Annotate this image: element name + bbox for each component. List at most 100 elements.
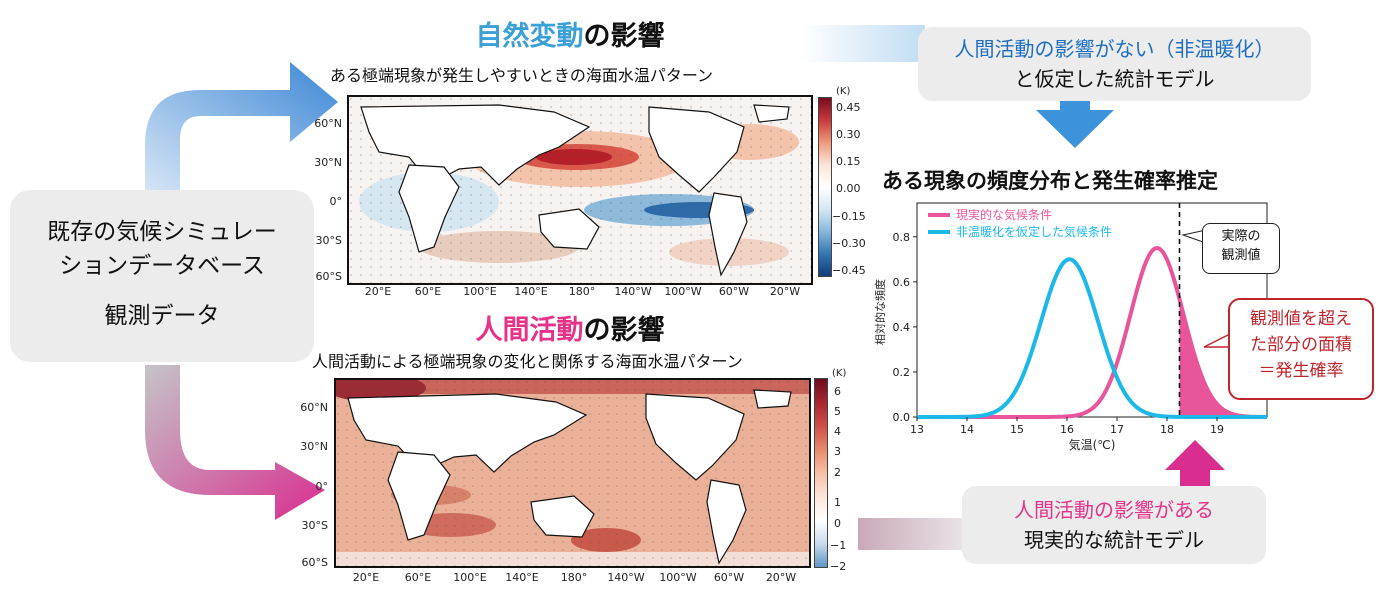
bottom-lon-label-1: 60°E (404, 571, 432, 584)
bottom-colorbar-unit: (K) (832, 368, 847, 379)
arrow-to-bottom-map (145, 365, 325, 520)
arrow-bottom-left (858, 518, 965, 550)
observed-callout-line1: 実際の (1221, 229, 1261, 244)
bottom-colorbar (814, 378, 828, 568)
top-colorbar (818, 97, 832, 277)
bottom-lon-label-6: 100°W (659, 571, 697, 584)
top-lat-label-2: 0° (329, 195, 343, 208)
chart-ytick-label: 0.0 (893, 411, 911, 424)
data-source-line2: ションデータベース (59, 253, 265, 279)
chart-ytick-label: 0.4 (893, 321, 911, 334)
bottom-colorbar-tick-3: 3 (834, 445, 841, 458)
legend-label-nonwarming: 非温暖化を仮定した気候条件 (956, 224, 1112, 239)
exceedance-area (1179, 299, 1267, 417)
chart-xtick-label: 13 (910, 423, 924, 436)
bottom-lon-label-0: 20°E (352, 571, 380, 584)
bottom-sst-map (334, 378, 811, 568)
arrow-to-top-map (145, 62, 338, 200)
top-colorbar-tick-2: 0.15 (836, 155, 861, 168)
top-lon-label-4: 180° (568, 285, 596, 298)
chart-xtick-label: 14 (960, 423, 974, 436)
non-warming-model-line2: と仮定した統計モデル (1014, 67, 1215, 91)
bottom-colorbar-tick-1: 5 (834, 405, 841, 418)
top-colorbar-tick-5: −0.30 (832, 237, 866, 250)
bottom-lon-label-5: 140°W (607, 571, 645, 584)
top-lon-label-6: 100°W (664, 285, 702, 298)
top-lat-label-4: 60°S (315, 270, 342, 283)
bottom-lon-label-7: 60°W (713, 571, 745, 584)
non-warming-model-line1: 人間活動の影響がない（非温暖化） (954, 37, 1275, 61)
top-subtitle: ある極端現象が発生しやすいときの海面水温パターン (330, 66, 714, 85)
chart-ylabel: 相対的な頻度 (873, 279, 887, 345)
series-curve-1 (917, 257, 1267, 419)
top-colorbar-tick-6: −0.45 (832, 264, 866, 277)
chart-xlabel: 気温(℃) (1069, 437, 1116, 452)
top-title: 自然変動の影響 (340, 14, 800, 53)
chart-xtick-label: 17 (1110, 423, 1124, 436)
bottom-colorbar-tick-7: −1 (830, 539, 847, 552)
legend-label-realistic: 現実的な気候条件 (956, 207, 1052, 222)
chart-title: ある現象の頻度分布と発生確率推定 (882, 169, 1218, 193)
bottom-lat-label-0: 60°N (300, 401, 328, 414)
data-source-line1: 既存の気候シミュレー (47, 219, 277, 245)
top-lon-label-1: 60°E (414, 285, 442, 298)
top-colorbar-tick-3: 0.00 (836, 182, 861, 195)
top-lon-label-7: 60°W (718, 285, 750, 298)
realistic-model-label: 人間活動の影響がある 現実的な統計モデル (962, 495, 1266, 555)
bottom-lon-label-2: 100°E (453, 571, 487, 584)
bottom-colorbar-tick-6: 0 (834, 517, 841, 530)
bottom-colorbar-tick-2: 4 (834, 425, 841, 438)
top-sst-map (347, 95, 813, 285)
top-colorbar-tick-4: −0.15 (832, 210, 866, 223)
data-source-box (10, 190, 314, 362)
bottom-colorbar-tick-8: −2 (830, 560, 847, 573)
top-lon-label-5: 140°W (614, 285, 652, 298)
arrow-top-right (800, 25, 925, 62)
top-title-rest: の影響 (583, 21, 665, 52)
non-warming-model-box (918, 27, 1311, 101)
bottom-lat-label-2: 0° (315, 480, 329, 493)
bottom-lon-label-4: 180° (560, 571, 588, 584)
chart-xtick-label: 15 (1010, 423, 1024, 436)
bottom-colorbar-tick-4: 2 (834, 466, 841, 479)
frequency-chart: 13 14 15 16 17 18 19 0.0 0.2 0.4 0.6 0.8 現実的な気候条件 非… (870, 195, 1280, 455)
area-callout-line1: 観測値を超え (1250, 309, 1352, 329)
realistic-model-line1: 人間活動の影響がある (1014, 498, 1214, 522)
bottom-title-rest: の影響 (583, 315, 665, 346)
realistic-model-box (962, 486, 1266, 564)
bottom-lat-label-3: 30°S (301, 519, 328, 532)
top-lat-label-3: 30°S (315, 234, 342, 247)
top-colorbar-unit: (K) (836, 86, 851, 97)
realistic-model-line2: 現実的な統計モデル (1024, 528, 1204, 552)
bottom-lat-label-4: 60°S (301, 556, 328, 569)
arrow-down-blue (1036, 95, 1114, 148)
area-callout: 観測値を超え た部分の面積 ＝発生確率 (1228, 298, 1374, 400)
observed-callout: 実際の 観測値 (1202, 223, 1280, 274)
chart-ytick-label: 0.2 (893, 366, 911, 379)
arrow-up-magenta (1165, 440, 1225, 500)
bottom-colorbar-tick-5: 1 (834, 496, 841, 509)
chart-xtick-label: 16 (1060, 423, 1074, 436)
bottom-colorbar-tick-0: 6 (834, 385, 841, 398)
bottom-lon-label-3: 140°E (505, 571, 539, 584)
bottom-lat-label-1: 30°N (300, 440, 328, 453)
bottom-title-highlight: 人間活動 (475, 315, 584, 346)
top-lat-label-1: 30°N (314, 156, 342, 169)
top-lat-label-0: 60°N (314, 117, 342, 130)
top-lon-label-2: 100°E (463, 285, 497, 298)
non-warming-model-label: 人間活動の影響がない（非温暖化） と仮定した統計モデル (918, 34, 1311, 94)
chart-xtick-label: 19 (1210, 423, 1224, 436)
bottom-lon-label-8: 20°W (765, 571, 797, 584)
top-title-highlight: 自然変動 (475, 21, 584, 52)
chart-xtick-label: 18 (1160, 423, 1174, 436)
top-colorbar-tick-0: 0.45 (836, 101, 861, 114)
bottom-title: 人間活動の影響 (340, 308, 800, 347)
top-lon-label-0: 20°E (364, 285, 392, 298)
top-colorbar-tick-1: 0.30 (836, 128, 861, 141)
data-source-line3: 観測データ (104, 303, 220, 329)
top-lon-label-3: 140°E (514, 285, 548, 298)
area-callout-line2: た部分の面積 (1250, 335, 1352, 355)
observed-callout-line2: 観測値 (1221, 248, 1261, 263)
bottom-subtitle: 人間活動による極端現象の変化と関係する海面水温パターン (312, 352, 743, 371)
